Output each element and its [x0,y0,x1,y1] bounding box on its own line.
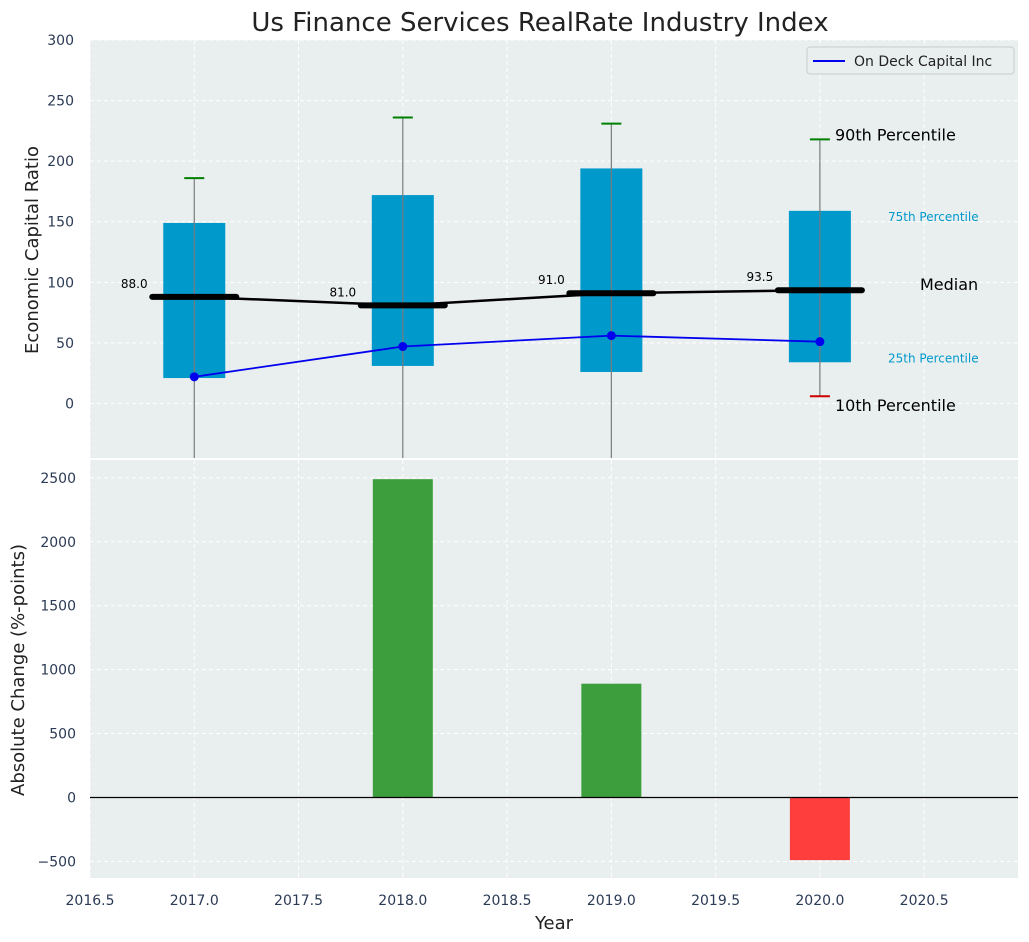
change-bar-2020 [789,797,850,861]
legend-label: On Deck Capital Inc [854,54,992,70]
p75-annotation: 75th Percentile [888,210,979,224]
x-axis-label: Year [534,913,574,934]
bottom-y-tick-label: 1000 [40,663,76,679]
median-value-label: 88.0 [121,277,148,291]
median-line [194,288,820,307]
x-tick-label: 2018.5 [483,893,532,909]
percentile-annotations: 90th Percentile 75th Percentile Median 25th… [835,125,979,415]
change-bar-2018 [372,479,433,798]
median-value-label: 91.0 [538,273,565,287]
x-tick-label: 2016.5 [66,893,115,909]
chart-title: Us Finance Services RealRate Industry In… [251,8,828,38]
top-y-tick-label: 200 [47,154,74,170]
company-series [189,331,825,382]
bottom-y-tick-label: 2500 [40,471,76,487]
change-bars [372,479,850,861]
box-2017: 88.0 [121,177,240,458]
x-tick-label: 2017.0 [170,893,219,909]
x-tick-label: 2019.0 [587,893,636,909]
median-trend-line [194,288,820,307]
x-tick-label: 2017.5 [274,893,323,909]
top-panel: 0 50 100 150 200 250 300 88.0 81.0 91.0 93.5 90th… [22,33,1018,458]
x-tick-label: 2020.5 [900,893,949,909]
company-line [194,334,820,378]
top-y-ticks: 0 50 100 150 200 250 300 [47,33,74,412]
bottom-y-tick-label: 2000 [40,535,76,551]
x-ticks: 2016.5 2017.0 2017.5 2018.0 2018.5 2019.0 2019… [66,893,949,909]
legend: On Deck Capital Inc [806,46,1015,75]
top-y-axis-label: Economic Capital Ratio [22,146,43,354]
legend-box [806,46,1015,75]
top-grid [89,39,1018,458]
bottom-y-tick-label: −500 [38,854,76,870]
top-y-tick-label: 100 [47,275,74,291]
bottom-y-tick-label: 1500 [40,599,76,615]
bottom-y-tick-label: 500 [49,727,76,743]
bottom-y-axis-label: Absolute Change (%-points) [8,544,29,796]
p90-annotation: 90th Percentile [835,125,956,144]
p25-annotation: 25th Percentile [888,351,979,365]
bottom-y-tick-label: 0 [67,790,76,806]
box-2020: 93.5 [747,138,865,398]
x-tick-label: 2018.0 [378,893,427,909]
top-y-tick-label: 300 [47,33,74,49]
change-bar-2019 [581,683,642,798]
top-y-tick-label: 50 [56,336,74,352]
p10-annotation: 10th Percentile [835,396,956,415]
bottom-y-ticks: −500 0 500 1000 1500 2000 2500 [38,471,76,870]
company-point [815,337,825,347]
company-point [398,342,408,352]
x-tick-label: 2019.5 [691,893,740,909]
company-point [189,372,199,382]
company-point [606,331,616,341]
top-plot-background [90,40,1018,458]
x-tick-label: 2020.0 [795,893,844,909]
median-annotation: Median [920,275,978,294]
bottom-plot-background [90,460,1018,878]
top-y-tick-label: 150 [47,215,74,231]
top-y-tick-label: 0 [65,396,74,412]
top-y-tick-label: 250 [47,94,74,110]
median-value-label: 93.5 [747,270,774,284]
median-value-label: 81.0 [329,285,356,299]
